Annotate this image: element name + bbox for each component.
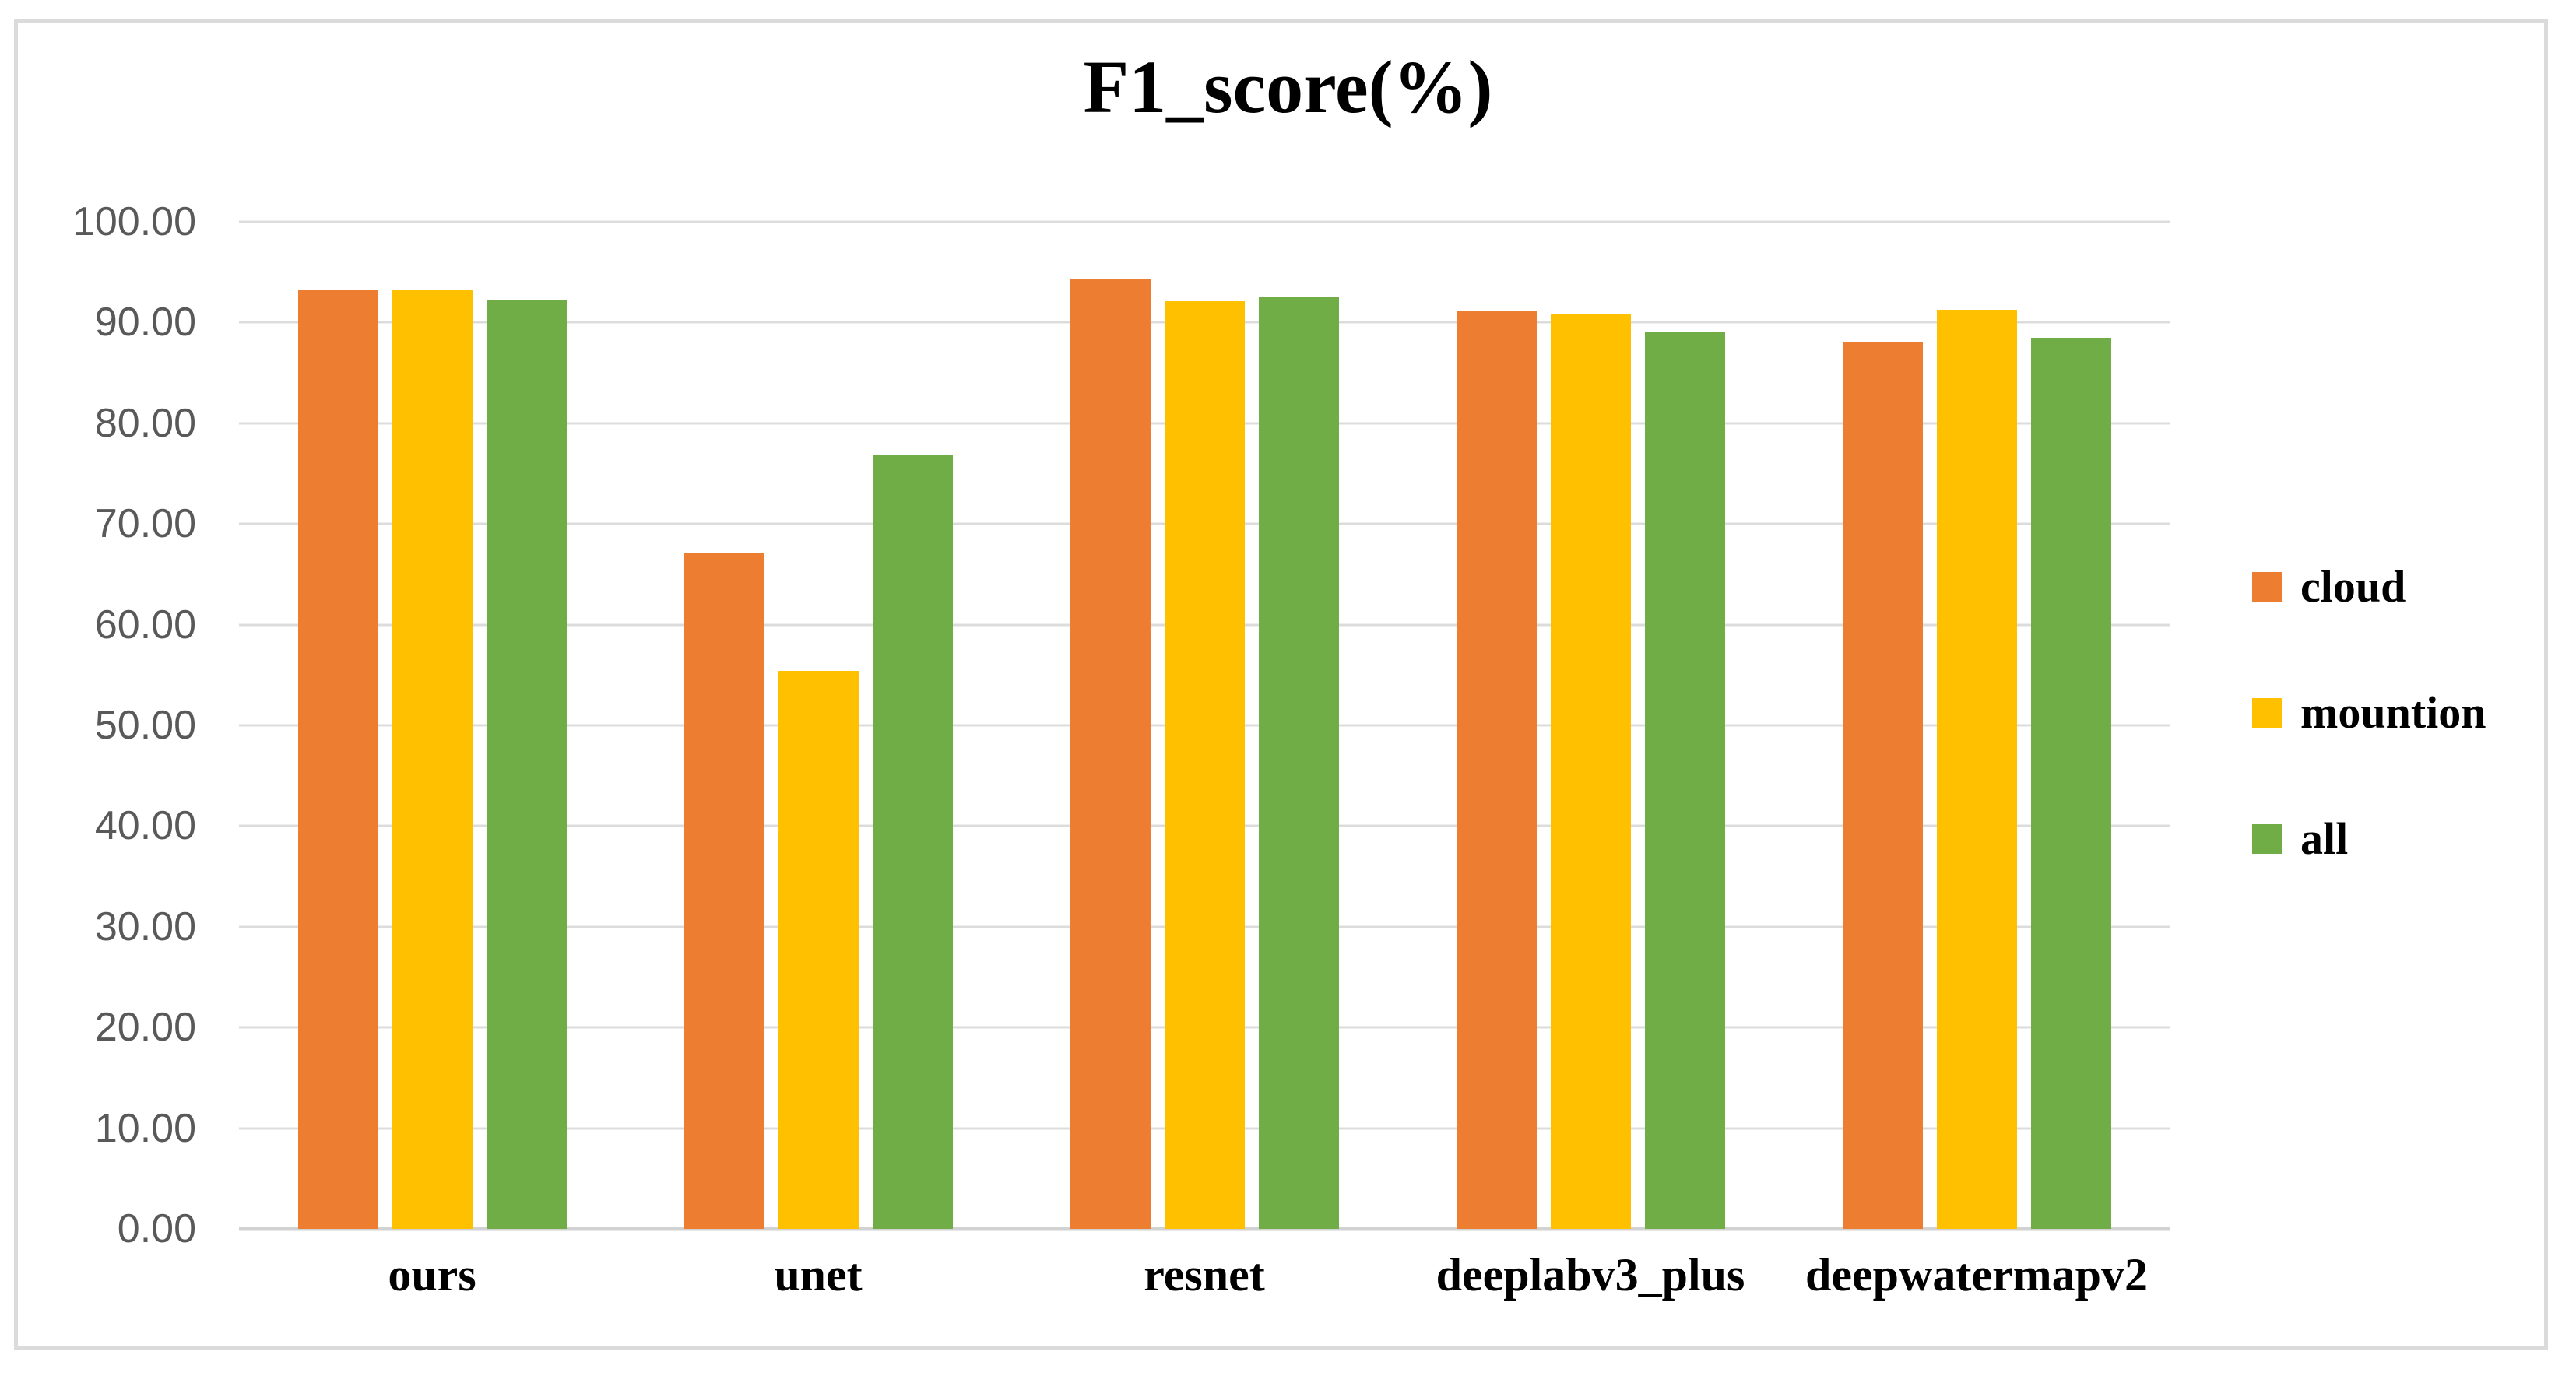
bar-group-resnet bbox=[1011, 222, 1397, 1229]
legend-swatch-cloud bbox=[2252, 572, 2282, 602]
legend-item-mountion: mountion bbox=[2252, 689, 2486, 737]
y-tick-label: 60.00 bbox=[94, 602, 196, 648]
bar-cloud-resnet bbox=[1070, 279, 1151, 1229]
legend-swatch-all bbox=[2252, 824, 2282, 854]
legend-label-all: all bbox=[2300, 813, 2349, 864]
bar-cloud-unet bbox=[684, 553, 764, 1229]
bar-cloud-deeplabv3_plus bbox=[1456, 310, 1537, 1229]
y-tick-label: 30.00 bbox=[94, 904, 196, 950]
bar-group-deepwatermapv2 bbox=[1784, 222, 2170, 1229]
y-tick-label: 10.00 bbox=[94, 1105, 196, 1151]
y-tick-label: 0.00 bbox=[117, 1206, 196, 1251]
bar-all-deeplabv3_plus bbox=[1644, 332, 1725, 1229]
bar-group-unet bbox=[625, 222, 1011, 1229]
legend-item-all: all bbox=[2252, 815, 2486, 863]
bar-mountion-deeplabv3_plus bbox=[1550, 313, 1631, 1229]
bar-cloud-deepwatermapv2 bbox=[1842, 342, 1923, 1229]
bar-all-unet bbox=[872, 454, 953, 1229]
legend-swatch-mountion bbox=[2252, 698, 2282, 728]
legend-item-cloud: cloud bbox=[2252, 563, 2486, 611]
y-tick-label: 40.00 bbox=[94, 803, 196, 849]
legend-label-mountion: mountion bbox=[2300, 687, 2486, 738]
y-tick-label: 100.00 bbox=[72, 199, 196, 244]
bar-all-ours bbox=[486, 300, 567, 1229]
bar-all-deepwatermapv2 bbox=[2030, 337, 2111, 1229]
chart-title: F1_score(%) bbox=[1083, 45, 1493, 128]
bar-mountion-ours bbox=[392, 289, 473, 1229]
y-tick-label: 70.00 bbox=[94, 501, 196, 547]
bar-all-resnet bbox=[1258, 297, 1339, 1229]
bar-group-ours bbox=[239, 222, 625, 1229]
x-category-label-unet: unet bbox=[774, 1249, 863, 1301]
bar-cloud-ours bbox=[297, 289, 378, 1229]
x-category-label-resnet: resnet bbox=[1144, 1249, 1265, 1301]
y-tick-label: 80.00 bbox=[94, 400, 196, 446]
gridline bbox=[239, 220, 2170, 223]
x-category-label-ours: ours bbox=[388, 1249, 476, 1301]
bar-mountion-unet bbox=[778, 671, 859, 1229]
legend: cloud mountion all bbox=[2252, 563, 2486, 863]
x-axis-labels: ours unet resnet deeplabv3_plus deepwatermap… bbox=[239, 1248, 2170, 1302]
x-category-label-deepwatermapv2: deepwatermapv2 bbox=[1805, 1249, 2148, 1301]
y-tick-label: 90.00 bbox=[94, 300, 196, 346]
bar-groups bbox=[239, 222, 2170, 1229]
x-axis-line bbox=[239, 1227, 2170, 1231]
y-axis-labels: 100.00 90.00 80.00 70.00 60.00 50.00 40.00 30.0… bbox=[31, 199, 196, 1251]
bar-group-deeplabv3_plus bbox=[1397, 222, 1784, 1229]
x-category-label-deeplabv3_plus: deeplabv3_plus bbox=[1436, 1249, 1745, 1301]
y-tick-label: 50.00 bbox=[94, 703, 196, 748]
legend-label-cloud: cloud bbox=[2300, 561, 2406, 612]
plot-area bbox=[239, 220, 2170, 1231]
bar-mountion-deepwatermapv2 bbox=[1936, 309, 2017, 1229]
bar-mountion-resnet bbox=[1164, 301, 1245, 1229]
y-tick-label: 20.00 bbox=[94, 1005, 196, 1051]
